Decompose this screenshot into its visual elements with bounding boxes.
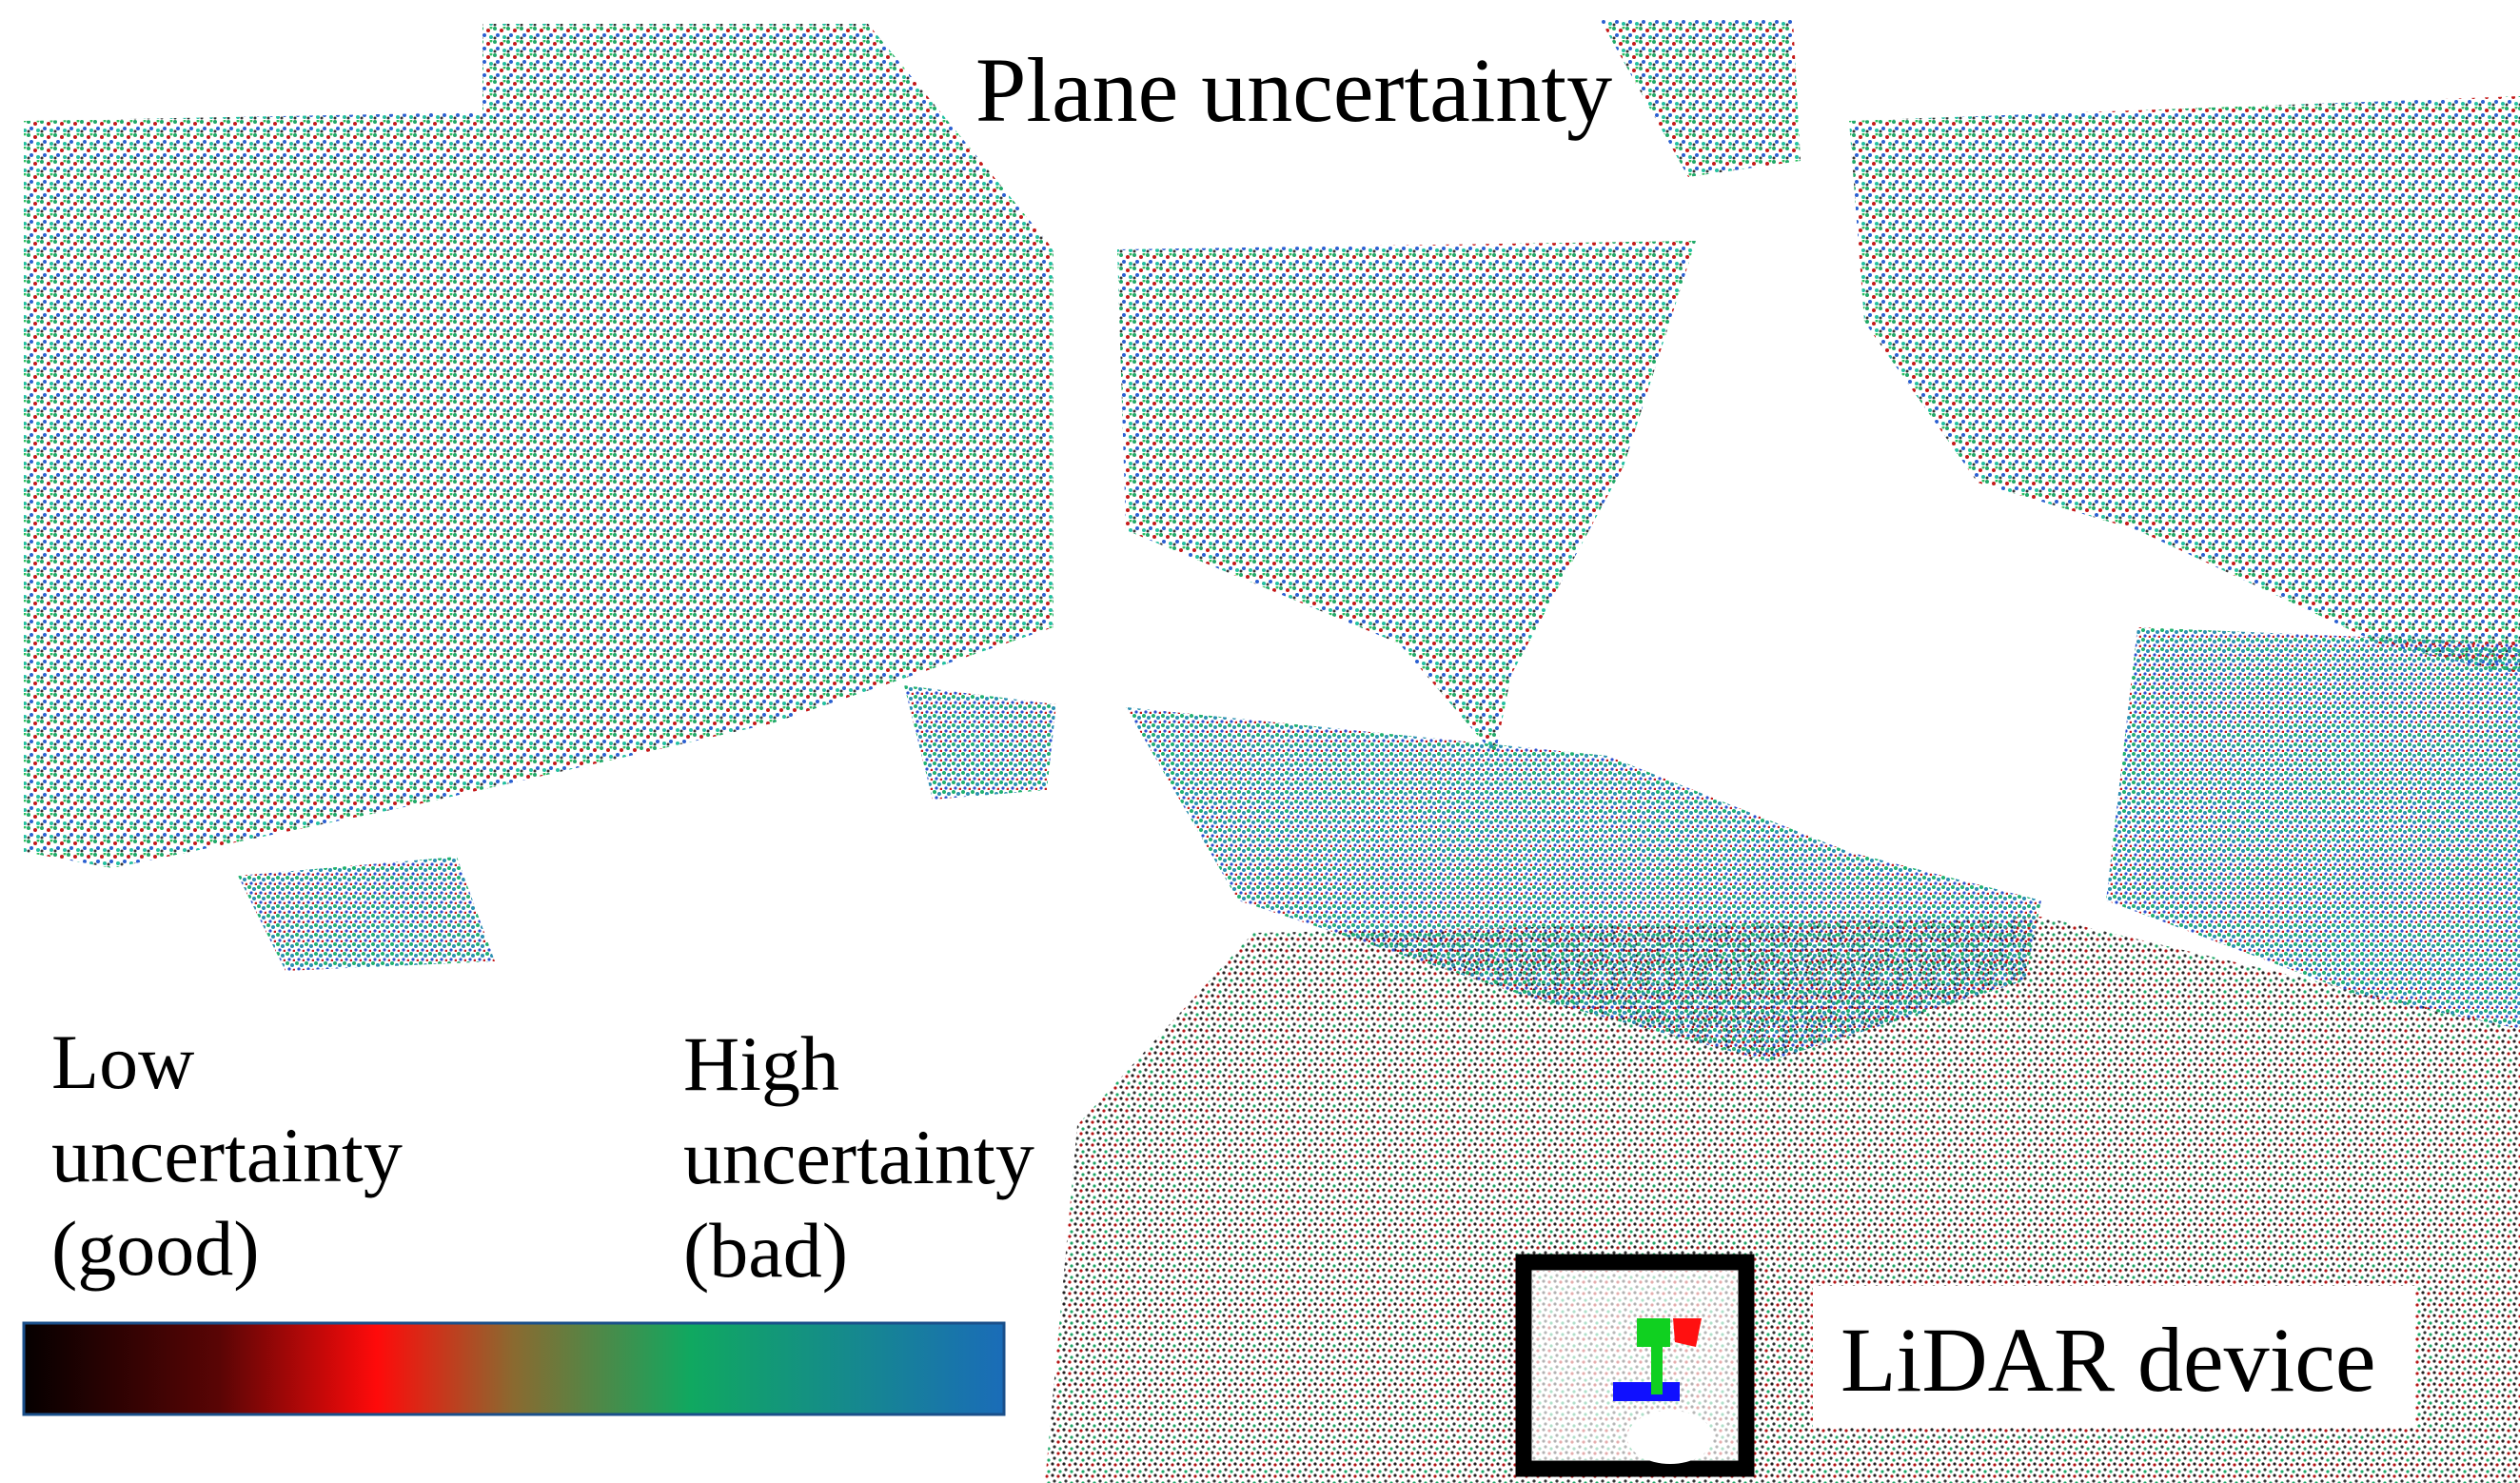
point-cloud	[24, 19, 2520, 1483]
color-bar	[22, 1321, 1006, 1416]
title: Plane uncertainty	[975, 39, 1612, 141]
inset-label-background	[1813, 1286, 2415, 1428]
low-label: uncertainty	[51, 1112, 403, 1198]
device-body	[1627, 1411, 1713, 1464]
low-label: Low	[51, 1018, 194, 1105]
inset: LiDAR device	[1515, 1254, 2415, 1477]
high-label: High	[683, 1020, 839, 1107]
legend: Low uncertainty (good) High uncertainty …	[0, 990, 1056, 1416]
device-axis	[1613, 1382, 1680, 1401]
high-label: (bad)	[683, 1207, 848, 1294]
high-label: uncertainty	[683, 1114, 1034, 1200]
low-label: (good)	[51, 1205, 260, 1292]
device-axis	[1651, 1347, 1663, 1394]
legend-background	[0, 990, 1056, 1371]
device-axis	[1673, 1318, 1702, 1347]
device-axis	[1637, 1318, 1670, 1347]
inset-label: LiDAR device	[1841, 1309, 2376, 1411]
